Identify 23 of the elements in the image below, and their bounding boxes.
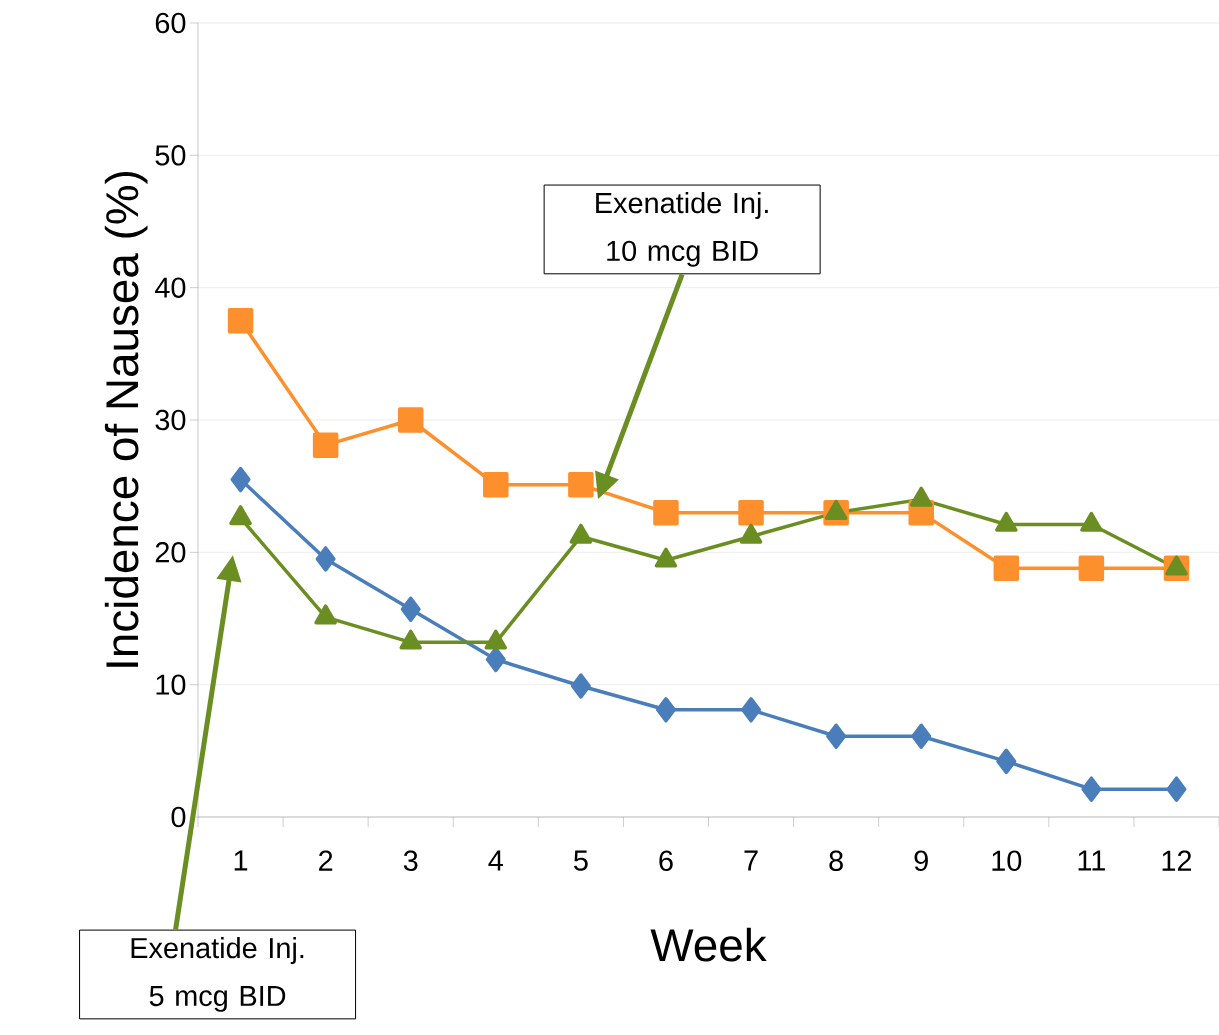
x-tick-label: 12 — [1162, 850, 1192, 871]
y-tick-label: 50 — [155, 145, 186, 166]
x-tick-label: 10 — [992, 850, 1022, 871]
annotation: Exenatide Inj. 10 mcg BID — [596, 192, 768, 267]
x-tick-label: 4 — [488, 850, 503, 871]
x-tick-label: 5 — [574, 850, 588, 871]
x-tick-label: 6 — [659, 850, 673, 871]
y-axis-title: Incidence of Nausea (%) — [104, 172, 148, 667]
y-tick-label: 20 — [155, 542, 186, 563]
y-tick-label: 0 — [171, 806, 186, 828]
y-tick-label: 60 — [155, 12, 186, 34]
y-tick-label: 10 — [156, 674, 186, 695]
x-tick-label: 1 — [234, 850, 248, 871]
x-tick-label: 2 — [319, 850, 333, 871]
y-tick-label: 40 — [155, 277, 186, 298]
y-tick-label: 30 — [155, 409, 186, 431]
x-tick-label: 7 — [744, 850, 758, 871]
x-tick-label: 9 — [914, 850, 928, 871]
x-axis-title: Week — [650, 927, 767, 962]
x-tick-label: 11 — [1078, 850, 1105, 871]
x-tick-label: 8 — [829, 850, 843, 871]
text: Exenatide Inj. 5 mcg BID — [131, 937, 304, 1012]
x-tick-label: 3 — [403, 850, 418, 871]
